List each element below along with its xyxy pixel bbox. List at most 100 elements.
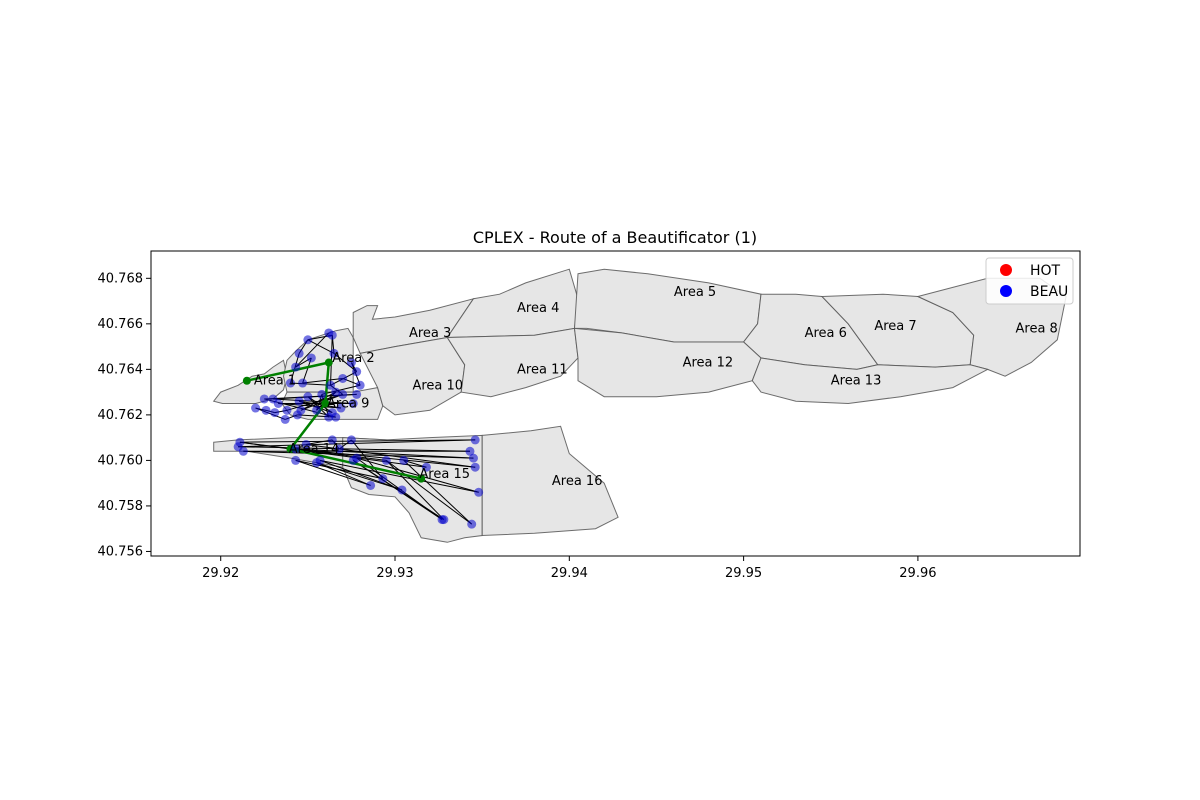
beau-point — [285, 378, 295, 388]
beau-point — [303, 392, 313, 402]
beau-point — [348, 455, 358, 465]
beau-point — [331, 412, 341, 422]
area-label: Area 13 — [831, 374, 882, 389]
area-label: Area 16 — [552, 474, 603, 489]
beau-point — [467, 519, 477, 529]
x-tick-label: 29.96 — [899, 566, 936, 581]
route-edge — [386, 460, 473, 525]
route-edge — [356, 457, 479, 493]
areas-layer — [212, 268, 1067, 543]
beau-point — [291, 362, 301, 372]
route-edge — [385, 460, 445, 520]
route-edge — [321, 384, 361, 395]
green-node — [324, 358, 333, 367]
area-label: Area 2 — [332, 351, 374, 366]
beau-point — [329, 348, 339, 358]
beau-point — [282, 405, 292, 415]
beau-point — [421, 462, 431, 472]
route-edge — [306, 443, 476, 468]
beau-point — [327, 330, 337, 340]
route-edge — [316, 462, 371, 486]
beau-point — [348, 399, 358, 408]
beau-point — [291, 444, 301, 454]
legend: HOT BEAU — [985, 257, 1074, 305]
route-edge — [307, 396, 333, 414]
beau-point — [338, 389, 348, 399]
route-edge — [302, 377, 343, 384]
beau-point — [352, 367, 362, 377]
route-edge — [239, 439, 476, 443]
route-edge — [307, 339, 335, 354]
beau-point — [470, 435, 480, 445]
area-polygon — [573, 327, 762, 398]
y-tick-label: 40.764 — [98, 362, 144, 377]
beau-point — [301, 439, 311, 449]
y-tick-label: 40.768 — [98, 271, 144, 286]
beau-point — [470, 462, 480, 472]
route-edge — [319, 459, 479, 493]
beau-point — [465, 446, 475, 456]
green-node — [417, 474, 426, 483]
legend-beau-marker — [1000, 285, 1012, 297]
area-label: Area 11 — [517, 362, 568, 377]
x-axis: 29.92 29.93 29.94 29.95 29.96 — [202, 556, 937, 581]
route-edge — [255, 407, 286, 420]
area-polygon — [352, 297, 475, 354]
beau-point — [312, 405, 322, 415]
beau-point — [397, 485, 407, 495]
area-label: Area 4 — [517, 301, 559, 316]
y-axis: 40.756 40.758 40.760 40.762 40.764 40.766 40.7… — [98, 271, 151, 559]
beau-point — [298, 378, 308, 388]
x-tick-label: 29.92 — [202, 566, 239, 581]
beau-point — [338, 373, 348, 383]
area-label: Area 15 — [419, 467, 470, 482]
beau-point — [292, 410, 302, 420]
beau-point — [334, 444, 344, 454]
beau-point — [251, 403, 261, 413]
beau-point — [280, 414, 290, 424]
area-label: Area 9 — [327, 397, 369, 412]
beau-point — [468, 453, 478, 463]
y-tick-label: 40.758 — [98, 499, 144, 514]
beau-point — [303, 335, 313, 345]
legend-hot-label: HOT — [1030, 263, 1061, 279]
route-edge — [286, 393, 343, 411]
route-edge — [295, 448, 474, 459]
beau-point — [294, 348, 304, 358]
area-label: Area 8 — [1016, 321, 1058, 336]
route-edge — [319, 459, 403, 491]
legend-hot-marker — [1000, 264, 1012, 276]
route-edge — [290, 382, 331, 386]
x-tick-label: 29.93 — [376, 566, 413, 581]
route-edge — [316, 462, 403, 491]
beau-point — [294, 396, 304, 406]
x-tick-label: 29.95 — [725, 566, 762, 581]
beau-point — [326, 380, 336, 390]
beau-point — [315, 455, 325, 465]
beau-point — [259, 394, 269, 404]
beau-point — [306, 353, 316, 363]
beau-point — [317, 389, 327, 399]
area-label: Area 10 — [412, 378, 463, 393]
area-label: Area 5 — [674, 285, 716, 300]
area-labels-layer: Area 1 Area 2 Area 3 Area 4 Area 5 Area 6 Area… — [254, 285, 1058, 489]
area-polygon — [751, 357, 989, 405]
area-label: Area 7 — [874, 319, 916, 334]
route-edge — [239, 441, 387, 461]
beau-point — [324, 412, 334, 422]
beau-point — [381, 455, 391, 465]
route-edge — [403, 460, 473, 525]
area-label: Area 1 — [254, 374, 296, 389]
chart-title: CPLEX - Route of a Beautificator (1) — [473, 228, 757, 247]
beau-point — [399, 455, 409, 465]
area-polygon — [446, 327, 579, 398]
area-label: Area 3 — [409, 326, 451, 341]
green-route-layer — [242, 358, 426, 483]
y-tick-label: 40.756 — [98, 544, 144, 559]
beau-point — [273, 399, 283, 408]
green-node — [242, 376, 251, 385]
green-node — [321, 399, 330, 408]
route-edge — [333, 353, 357, 373]
legend-beau-label: BEAU — [1030, 284, 1068, 300]
